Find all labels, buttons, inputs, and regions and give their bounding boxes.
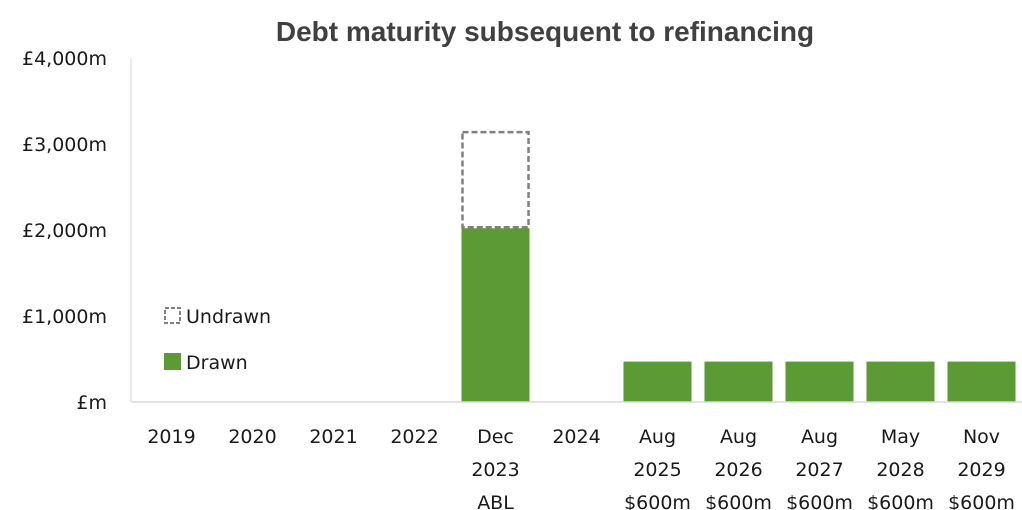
x-tick-label: 2024 xyxy=(552,426,600,448)
bar-drawn xyxy=(461,228,530,402)
y-tick-label: £3,000m xyxy=(22,134,107,156)
x-tick-label: 2029 xyxy=(957,459,1005,481)
x-tick-label: Dec xyxy=(477,426,514,448)
legend: Undrawn Drawn xyxy=(164,306,271,374)
x-tick-label: $600m xyxy=(705,492,772,510)
x-tick-label: Aug xyxy=(720,426,757,448)
y-axis-ticks: £m £1,000m £2,000m £3,000m £4,000m xyxy=(22,48,107,414)
x-tick-label: Nov xyxy=(963,426,1000,448)
x-tick-label: $600m xyxy=(867,492,934,510)
x-tick-label: 2021 xyxy=(309,426,357,448)
x-tick-label: Aug xyxy=(801,426,838,448)
legend-swatch-drawn xyxy=(164,353,181,370)
legend-label: Undrawn xyxy=(186,306,271,328)
x-tick-label: Aug xyxy=(639,426,676,448)
bar-drawn xyxy=(866,361,935,402)
x-tick-label: $600m xyxy=(948,492,1015,510)
x-tick-label: 2027 xyxy=(795,459,843,481)
legend-swatch-undrawn xyxy=(164,307,181,324)
x-tick-label: 2022 xyxy=(390,426,438,448)
bar-undrawn xyxy=(461,130,530,229)
x-tick-label: 2025 xyxy=(633,459,681,481)
x-axis-ticks: 2019 2020 2021 2022 Dec 2023 ABL 2024 Aug 2025 $60… xyxy=(147,426,1015,510)
y-tick-label: £4,000m xyxy=(22,48,107,70)
bar-drawn xyxy=(704,361,773,402)
x-tick-label: $600m xyxy=(624,492,691,510)
x-tick-label: 2028 xyxy=(876,459,924,481)
y-tick-label: £1,000m xyxy=(22,306,107,328)
bars xyxy=(461,130,1016,402)
bar-drawn xyxy=(947,361,1016,402)
x-tick-label: 2020 xyxy=(228,426,276,448)
chart-title: Debt maturity subsequent to refinancing xyxy=(276,16,814,47)
y-tick-label: £2,000m xyxy=(22,220,107,242)
bar-drawn xyxy=(785,361,854,402)
x-tick-label: ABL xyxy=(477,492,514,510)
y-tick-label: £m xyxy=(76,392,107,414)
x-tick-label: 2026 xyxy=(714,459,762,481)
bar-drawn xyxy=(623,361,692,402)
x-tick-label: 2019 xyxy=(147,426,195,448)
x-tick-label: May xyxy=(881,426,920,448)
legend-label: Drawn xyxy=(186,352,248,374)
x-tick-label: $600m xyxy=(786,492,853,510)
x-tick-label: 2023 xyxy=(471,459,519,481)
